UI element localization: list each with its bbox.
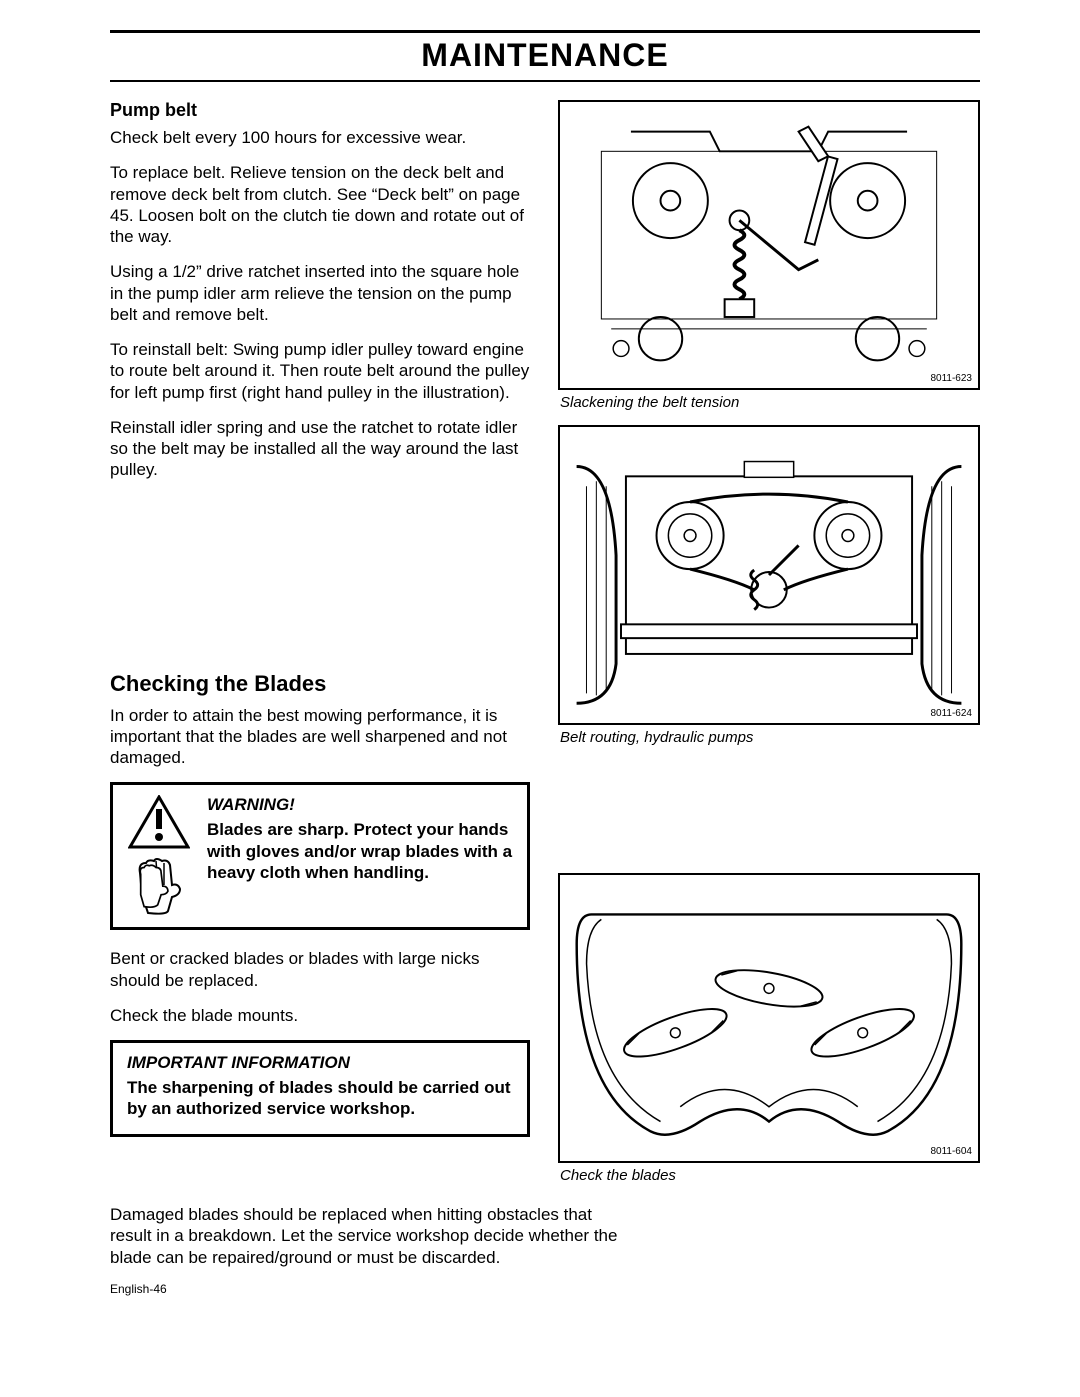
paragraph: To reinstall belt: Swing pump idler pull… <box>110 339 530 403</box>
figure-belt-tension: 8011-623 <box>558 100 980 390</box>
full-width-section: Damaged blades should be replaced when h… <box>110 1204 980 1268</box>
warning-box: WARNING! Blades are sharp. Protect your … <box>110 782 530 930</box>
left-column: Pump belt Check belt every 100 hours for… <box>110 100 530 1198</box>
figure-check-blades: 8011-604 <box>558 873 980 1163</box>
warning-icons <box>125 795 193 917</box>
title-rule <box>110 80 980 82</box>
paragraph: Using a 1/2” drive ratchet inserted into… <box>110 261 530 325</box>
page-footer: English-46 <box>110 1282 980 1296</box>
figure-belt-routing: 8011-624 <box>558 425 980 725</box>
pump-belt-heading: Pump belt <box>110 100 530 121</box>
diagram-belt-routing <box>560 427 978 723</box>
paragraph: To replace belt. Relieve tension on the … <box>110 162 530 247</box>
figure-caption: Belt routing, hydraulic pumps <box>560 729 980 746</box>
figure-number: 8011-604 <box>930 1146 972 1157</box>
figure-number: 8011-624 <box>930 708 972 719</box>
diagram-mower-deck <box>560 875 978 1161</box>
figure-caption: Slackening the belt tension <box>560 394 980 411</box>
top-rule <box>110 30 980 33</box>
paragraph: Damaged blades should be replaced when h… <box>110 1204 630 1268</box>
warning-body: Blades are sharp. Protect your hands wit… <box>207 819 515 883</box>
figure-caption: Check the blades <box>560 1167 980 1184</box>
caution-triangle-icon <box>128 795 190 849</box>
paragraph: Reinstall idler spring and use the ratch… <box>110 417 530 481</box>
checking-blades-heading: Checking the Blades <box>110 671 530 697</box>
gloves-icon <box>128 855 190 917</box>
diagram-belt-tension <box>560 102 978 388</box>
right-column: 8011-623 Slackening the belt tension <box>558 100 980 1198</box>
spacer <box>558 760 980 873</box>
important-info-box: IMPORTANT INFORMATION The sharpening of … <box>110 1040 530 1137</box>
paragraph: In order to attain the best mowing perfo… <box>110 705 530 769</box>
two-column-layout: Pump belt Check belt every 100 hours for… <box>110 100 980 1198</box>
warning-text: WARNING! Blades are sharp. Protect your … <box>207 795 515 883</box>
paragraph: Check the blade mounts. <box>110 1005 530 1026</box>
manual-page: MAINTENANCE Pump belt Check belt every 1… <box>0 0 1080 1336</box>
figure-number: 8011-623 <box>930 373 972 384</box>
info-title: IMPORTANT INFORMATION <box>127 1053 513 1073</box>
warning-title: WARNING! <box>207 795 515 815</box>
page-title: MAINTENANCE <box>110 37 980 80</box>
info-body: The sharpening of blades should be carri… <box>127 1077 513 1120</box>
paragraph: Check belt every 100 hours for excessive… <box>110 127 530 148</box>
paragraph: Bent or cracked blades or blades with la… <box>110 948 530 991</box>
